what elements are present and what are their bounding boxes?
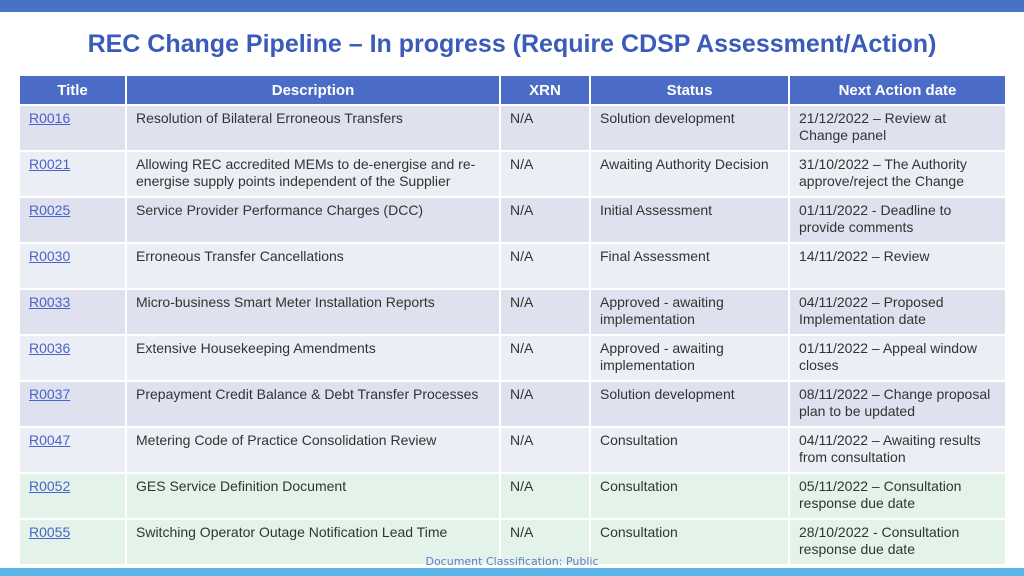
change-link[interactable]: R0030 <box>29 248 71 264</box>
cell-xrn: N/A <box>499 288 591 336</box>
change-link[interactable]: R0037 <box>29 386 71 402</box>
cell-status: Consultation <box>589 472 790 520</box>
cell-title: R0036 <box>18 334 127 382</box>
table-header-row: Title Description XRN Status Next Action… <box>18 74 1007 106</box>
change-link[interactable]: R0055 <box>29 524 71 540</box>
cell-title: R0025 <box>18 196 127 244</box>
cell-next-action: 21/12/2022 – Review at Change panel <box>788 104 1007 152</box>
cell-description: Micro-business Smart Meter Installation … <box>125 288 501 336</box>
cell-title: R0037 <box>18 380 127 428</box>
cell-xrn: N/A <box>499 334 591 382</box>
cell-title: R0033 <box>18 288 127 336</box>
table-row: R0021 Allowing REC accredited MEMs to de… <box>18 150 1007 198</box>
cell-description: Prepayment Credit Balance & Debt Transfe… <box>125 380 501 428</box>
cell-description: Allowing REC accredited MEMs to de-energ… <box>125 150 501 198</box>
cell-xrn: N/A <box>499 150 591 198</box>
column-header-title: Title <box>18 74 127 106</box>
cell-xrn: N/A <box>499 196 591 244</box>
cell-title: R0047 <box>18 426 127 474</box>
column-header-xrn: XRN <box>499 74 591 106</box>
table-row: R0030 Erroneous Transfer Cancellations N… <box>18 242 1007 290</box>
cell-status: Consultation <box>589 518 790 566</box>
cell-description: Extensive Housekeeping Amendments <box>125 334 501 382</box>
cell-xrn: N/A <box>499 104 591 152</box>
column-header-status: Status <box>589 74 790 106</box>
cell-title: R0021 <box>18 150 127 198</box>
table-row: R0025 Service Provider Performance Charg… <box>18 196 1007 244</box>
cell-next-action: 04/11/2022 – Proposed Implementation dat… <box>788 288 1007 336</box>
table-row: R0052 GES Service Definition Document N/… <box>18 472 1007 520</box>
cell-status: Awaiting Authority Decision <box>589 150 790 198</box>
change-link[interactable]: R0016 <box>29 110 71 126</box>
cell-description: Resolution of Bilateral Erroneous Transf… <box>125 104 501 152</box>
cell-status: Initial Assessment <box>589 196 790 244</box>
cell-next-action: 14/11/2022 – Review <box>788 242 1007 290</box>
cell-status: Approved - awaiting implementation <box>589 334 790 382</box>
cell-xrn: N/A <box>499 242 591 290</box>
cell-description: GES Service Definition Document <box>125 472 501 520</box>
cell-next-action: 01/11/2022 – Appeal window closes <box>788 334 1007 382</box>
cell-description: Metering Code of Practice Consolidation … <box>125 426 501 474</box>
change-link[interactable]: R0036 <box>29 340 71 356</box>
cell-status: Approved - awaiting implementation <box>589 288 790 336</box>
table-row: R0016 Resolution of Bilateral Erroneous … <box>18 104 1007 152</box>
cell-status: Consultation <box>589 426 790 474</box>
column-header-next-action-date: Next Action date <box>788 74 1007 106</box>
cell-next-action: 28/10/2022 - Consultation response due d… <box>788 518 1007 566</box>
table-row: R0033 Micro-business Smart Meter Install… <box>18 288 1007 336</box>
table-row: R0055 Switching Operator Outage Notifica… <box>18 518 1007 566</box>
cell-status: Solution development <box>589 104 790 152</box>
cell-next-action: 04/11/2022 – Awaiting results from consu… <box>788 426 1007 474</box>
column-header-description: Description <box>125 74 501 106</box>
cell-xrn: N/A <box>499 380 591 428</box>
cell-status: Solution development <box>589 380 790 428</box>
document-classification-footer: Document Classification: Public <box>425 555 599 568</box>
cell-next-action: 31/10/2022 – The Authority approve/rejec… <box>788 150 1007 198</box>
cell-next-action: 08/11/2022 – Change proposal plan to be … <box>788 380 1007 428</box>
top-accent-bar <box>0 0 1024 12</box>
change-link[interactable]: R0033 <box>29 294 71 310</box>
cell-status: Final Assessment <box>589 242 790 290</box>
cell-description: Service Provider Performance Charges (DC… <box>125 196 501 244</box>
change-link[interactable]: R0052 <box>29 478 71 494</box>
cell-xrn: N/A <box>499 426 591 474</box>
cell-title: R0055 <box>18 518 127 566</box>
cell-next-action: 05/11/2022 – Consultation response due d… <box>788 472 1007 520</box>
cell-xrn: N/A <box>499 472 591 520</box>
change-link[interactable]: R0025 <box>29 202 71 218</box>
cell-description: Switching Operator Outage Notification L… <box>125 518 501 566</box>
cell-xrn: N/A <box>499 518 591 566</box>
cell-title: R0052 <box>18 472 127 520</box>
cell-description: Erroneous Transfer Cancellations <box>125 242 501 290</box>
table-row: R0036 Extensive Housekeeping Amendments … <box>18 334 1007 382</box>
cell-title: R0030 <box>18 242 127 290</box>
bottom-accent-bar <box>0 568 1024 576</box>
change-link[interactable]: R0021 <box>29 156 71 172</box>
change-link[interactable]: R0047 <box>29 432 71 448</box>
table-row: R0037 Prepayment Credit Balance & Debt T… <box>18 380 1007 428</box>
change-pipeline-table: Title Description XRN Status Next Action… <box>18 74 1007 566</box>
table-row: R0047 Metering Code of Practice Consolid… <box>18 426 1007 474</box>
cell-title: R0016 <box>18 104 127 152</box>
page-title: REC Change Pipeline – In progress (Requi… <box>87 30 937 58</box>
cell-next-action: 01/11/2022 - Deadline to provide comment… <box>788 196 1007 244</box>
